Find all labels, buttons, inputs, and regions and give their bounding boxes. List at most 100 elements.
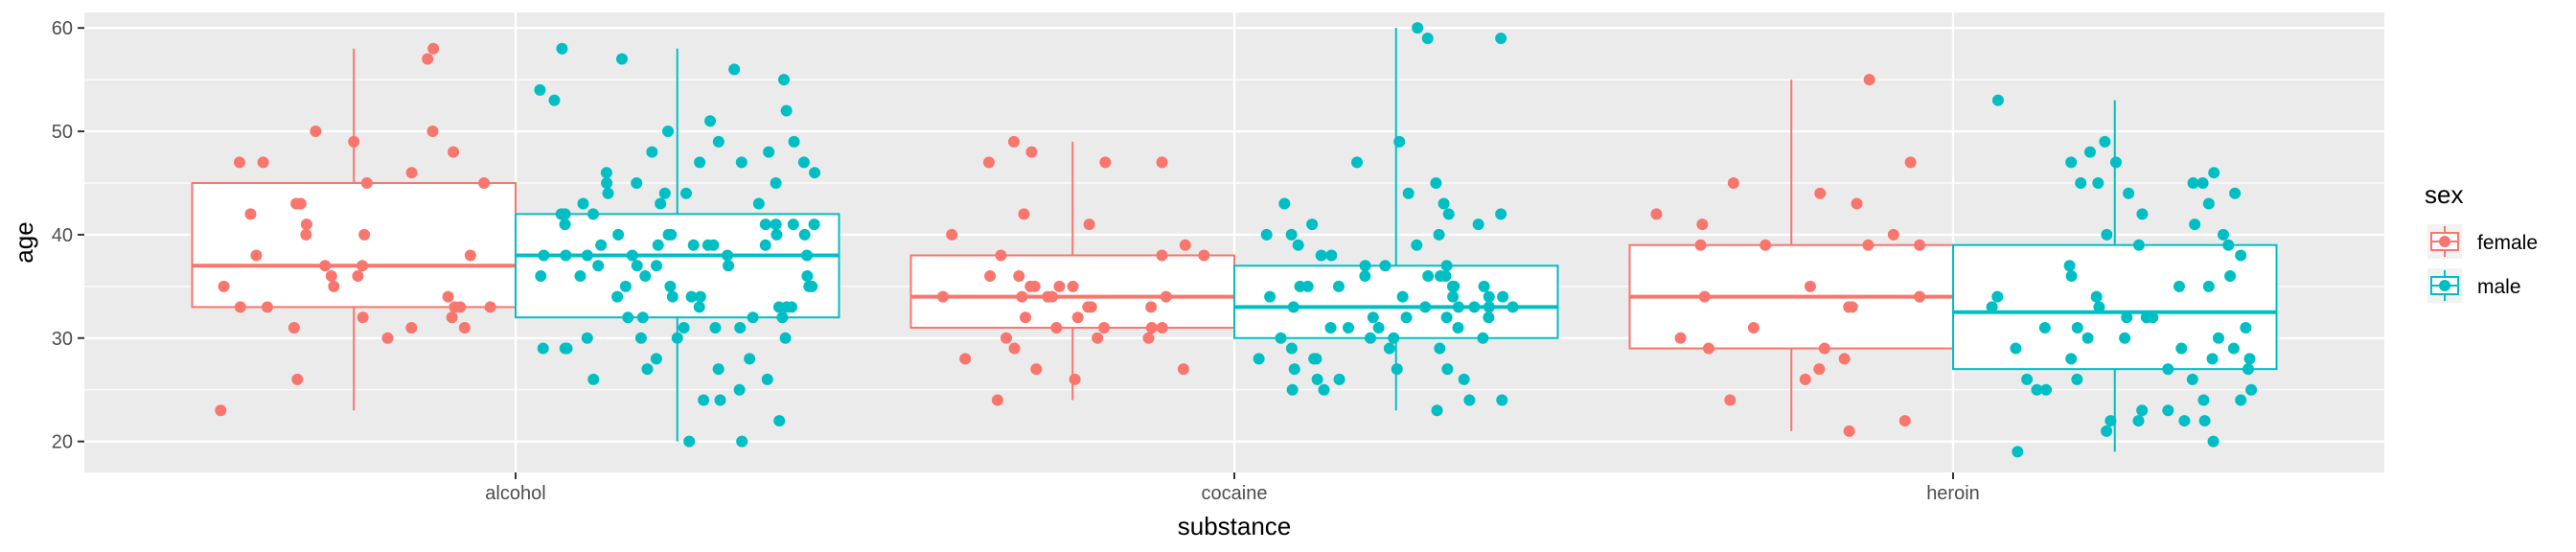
data-point-male (1359, 260, 1371, 272)
data-point-female (234, 301, 246, 313)
legend-label-male: male (2477, 276, 2521, 298)
data-point-male (1448, 280, 1460, 292)
y-tick-label: 30 (52, 329, 73, 350)
data-point-male (2136, 404, 2149, 417)
data-point-male (709, 321, 722, 334)
data-point-female (1098, 321, 1111, 334)
data-point-female (426, 126, 439, 138)
data-point-female (1160, 290, 1172, 303)
data-point-male (1412, 22, 1424, 34)
data-point-male (2109, 156, 2122, 169)
x-axis: alcohol cocaine heroin (485, 472, 1980, 504)
data-point-male (2039, 383, 2052, 396)
data-point-male (631, 176, 643, 189)
data-point-male (1433, 228, 1445, 241)
data-point-female (1799, 373, 1811, 385)
data-point-female (464, 249, 476, 262)
data-point-male (626, 249, 638, 262)
data-point-female (261, 301, 273, 313)
data-point-female (984, 270, 997, 283)
data-point-male (1419, 301, 1432, 313)
data-point-female (1145, 321, 1158, 334)
data-point-male (2162, 404, 2174, 417)
data-point-male (806, 280, 818, 292)
data-point-male (535, 270, 547, 283)
data-point-male (1278, 197, 1291, 210)
data-point-female (1887, 228, 1899, 241)
data-point-male (2202, 280, 2215, 292)
data-point-male (1441, 363, 1454, 376)
data-point-male (786, 301, 798, 313)
data-point-male (1434, 342, 1446, 355)
data-point-male (1264, 290, 1276, 303)
data-point-male (1275, 332, 1287, 344)
data-point-male (1301, 280, 1314, 292)
data-point-male (595, 239, 608, 251)
data-point-male (1292, 239, 1304, 251)
data-point-male (1402, 187, 1414, 199)
data-point-male (1359, 270, 1371, 283)
data-point-female (1674, 332, 1687, 344)
point-layer (215, 22, 2258, 458)
box-body (191, 181, 517, 309)
data-point-male (1285, 228, 1298, 241)
data-point-male (1483, 311, 1495, 324)
data-point-male (735, 156, 748, 169)
data-point-female (478, 176, 491, 189)
data-point-male (622, 311, 634, 324)
data-point-male (734, 321, 747, 334)
data-point-female (1843, 425, 1855, 437)
data-point-male (1458, 373, 1470, 385)
data-point-male (1332, 280, 1345, 292)
data-point-female (325, 270, 337, 283)
data-point-male (773, 415, 786, 427)
data-point-female (1747, 321, 1760, 334)
data-point-male (728, 63, 741, 76)
box-male-heroin (1952, 100, 2278, 452)
data-point-male (788, 135, 800, 148)
data-point-female (328, 280, 340, 292)
data-point-female (484, 301, 496, 313)
data-point-male (2082, 332, 2094, 344)
x-tick-label-cocaine: cocaine (1202, 483, 1268, 504)
data-point-male (1285, 342, 1298, 355)
y-tick-label: 40 (52, 225, 73, 246)
data-point-male (780, 104, 793, 117)
data-point-male (666, 290, 678, 303)
data-point-female (446, 311, 458, 324)
data-point-male (1351, 156, 1364, 169)
data-point-male (707, 239, 720, 251)
data-point-male (1991, 94, 2004, 106)
data-point-male (2175, 342, 2188, 355)
data-point-female (936, 290, 949, 303)
data-point-male (1364, 332, 1376, 344)
data-point-male (1430, 176, 1442, 189)
box-body (1233, 264, 1559, 339)
data-point-female (422, 53, 434, 65)
data-point-male (1367, 311, 1379, 324)
data-point-male (733, 383, 746, 396)
data-point-male (559, 218, 571, 231)
data-point-female (1914, 290, 1926, 303)
data-point-male (1400, 311, 1413, 324)
data-point-male (714, 394, 726, 406)
data-point-female (1851, 197, 1863, 210)
data-point-male (1440, 260, 1453, 272)
data-point-female (427, 42, 440, 55)
data-point-male (1495, 208, 1507, 220)
data-point-male (763, 146, 775, 158)
data-point-male (1383, 342, 1395, 355)
data-point-male (761, 373, 773, 385)
data-point-female (454, 301, 467, 313)
data-point-male (601, 176, 613, 189)
data-point-male (631, 260, 643, 272)
data-point-male (651, 260, 663, 272)
data-point-male (779, 332, 792, 344)
data-point-male (1421, 32, 1434, 44)
data-point-female (1067, 280, 1079, 292)
data-point-male (1478, 280, 1490, 292)
data-point-male (797, 156, 810, 169)
data-point-male (2245, 383, 2258, 396)
data-point-male (2132, 239, 2145, 251)
data-point-male (1497, 290, 1509, 303)
